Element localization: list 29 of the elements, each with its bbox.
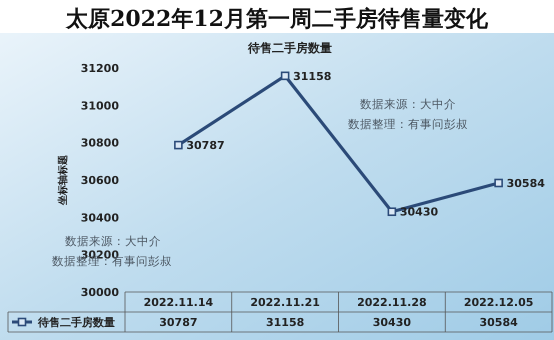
y-axis-title: 坐标轴标题 [57, 155, 69, 206]
text: 31158 [293, 70, 332, 83]
annotation: 数据整理：有事问彭叔 [348, 117, 468, 131]
annotation: 数据来源：大中介 [360, 97, 456, 111]
y-tick-label: 30000 [80, 286, 120, 299]
y-tick-label: 30600 [80, 174, 120, 187]
point [174, 140, 183, 150]
legend-label: 待售二手房数量 [37, 316, 115, 329]
text: 30430 [400, 206, 438, 219]
annotation: 数据来源：大中介 [65, 234, 161, 248]
chart-subtitle: 待售二手房数量 [247, 41, 332, 55]
x-tick-label: 2022.12.05 [464, 296, 534, 309]
chart-title: 太原2022年12月第一周二手房待售量变化 [65, 6, 489, 32]
y-tick-label: 31000 [80, 99, 120, 112]
point [494, 178, 503, 188]
x-tick-label: 2022.11.14 [144, 296, 214, 309]
point [280, 72, 290, 80]
y-tick-label: 30800 [80, 136, 120, 150]
text: 30787 [186, 139, 225, 152]
y-tick-label: 30400 [80, 211, 120, 224]
x-tick-label: 2022.11.28 [357, 296, 427, 309]
text: 30584 [506, 176, 545, 190]
data-label: 30430 [372, 316, 412, 329]
point [388, 207, 396, 216]
data-label: 30787 [159, 316, 198, 329]
data-label: 31158 [266, 316, 304, 329]
y-tick-label: 31200 [80, 62, 120, 75]
data-label: 30584 [479, 316, 518, 329]
x-tick-label: 2022.11.21 [250, 296, 320, 309]
